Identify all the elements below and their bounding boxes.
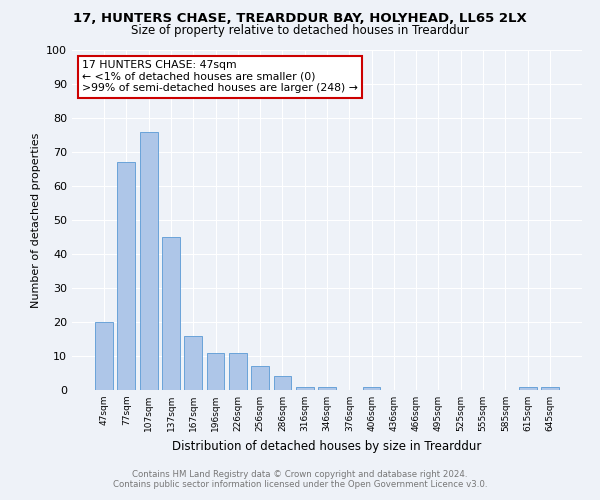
Bar xyxy=(140,132,158,390)
Bar xyxy=(118,162,136,390)
Text: 17 HUNTERS CHASE: 47sqm
← <1% of detached houses are smaller (0)
>99% of semi-de: 17 HUNTERS CHASE: 47sqm ← <1% of detache… xyxy=(82,60,358,94)
Bar xyxy=(95,322,113,390)
Bar xyxy=(274,376,292,390)
Bar xyxy=(296,386,314,390)
Bar xyxy=(206,352,224,390)
Text: Contains HM Land Registry data © Crown copyright and database right 2024.
Contai: Contains HM Land Registry data © Crown c… xyxy=(113,470,487,489)
Text: Size of property relative to detached houses in Trearddur: Size of property relative to detached ho… xyxy=(131,24,469,37)
Bar xyxy=(318,386,336,390)
Bar xyxy=(184,336,202,390)
Text: 17, HUNTERS CHASE, TREARDDUR BAY, HOLYHEAD, LL65 2LX: 17, HUNTERS CHASE, TREARDDUR BAY, HOLYHE… xyxy=(73,12,527,26)
Bar xyxy=(541,386,559,390)
Y-axis label: Number of detached properties: Number of detached properties xyxy=(31,132,41,308)
Bar xyxy=(518,386,536,390)
Bar xyxy=(251,366,269,390)
Bar xyxy=(162,237,180,390)
X-axis label: Distribution of detached houses by size in Trearddur: Distribution of detached houses by size … xyxy=(172,440,482,452)
Bar xyxy=(229,352,247,390)
Bar xyxy=(362,386,380,390)
